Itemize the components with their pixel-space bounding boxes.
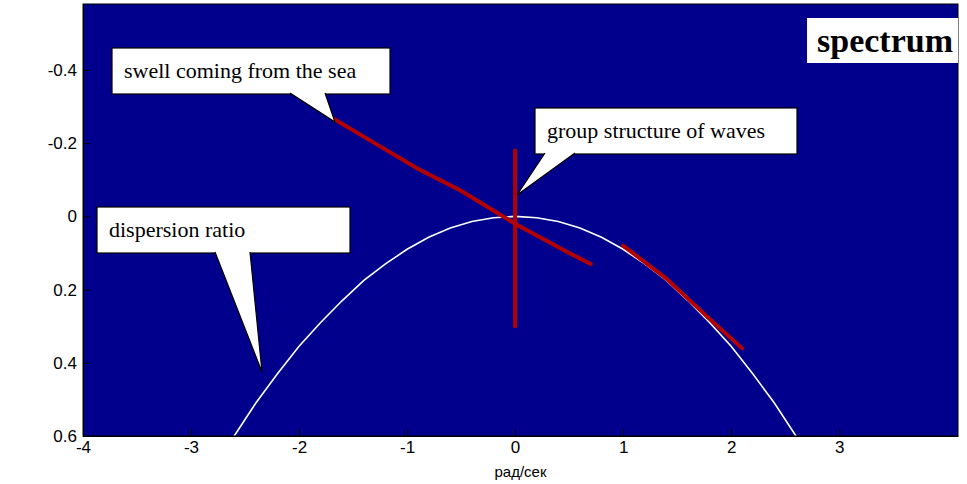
title: spectrum bbox=[817, 22, 953, 59]
callout-pointer bbox=[215, 252, 262, 372]
tick-label: -0.2 bbox=[48, 134, 77, 153]
tick-label: -3 bbox=[184, 438, 199, 457]
tick: -0.4 bbox=[48, 61, 90, 80]
tick-mark bbox=[407, 429, 408, 436]
tick-mark bbox=[83, 70, 90, 71]
tick: 0 bbox=[511, 429, 520, 457]
callout-box bbox=[535, 108, 797, 154]
tick-mark bbox=[83, 216, 90, 217]
tick-mark bbox=[623, 429, 624, 436]
tick-label: 1 bbox=[619, 438, 628, 457]
tick: -3 bbox=[184, 429, 199, 457]
callout: swell coming from the sea bbox=[112, 48, 390, 122]
chart: -4 -3 -2 -1 0 1 2 3 -0.4 -0.2 0 0.2 0.4 0.6 рад/сек spe… bbox=[0, 0, 967, 484]
tick-label: 0 bbox=[68, 207, 77, 226]
data-marks bbox=[234, 117, 796, 436]
tick: 0.2 bbox=[53, 280, 90, 299]
tick: -2 bbox=[292, 429, 307, 457]
callout-text: group structure of waves bbox=[547, 118, 765, 143]
callout-box bbox=[97, 207, 350, 253]
series-line bbox=[513, 150, 517, 326]
tick-mark bbox=[83, 290, 90, 291]
callout: group structure of waves bbox=[517, 108, 797, 195]
callout: dispersion ratio bbox=[97, 207, 350, 372]
tick: 0 bbox=[68, 207, 90, 226]
tick-mark bbox=[83, 143, 90, 144]
tick-label: 0 bbox=[511, 438, 520, 457]
tick: 3 bbox=[835, 429, 844, 457]
tick: 2 bbox=[727, 429, 736, 457]
tick-label: -4 bbox=[76, 438, 91, 457]
callout-pointer bbox=[517, 153, 575, 195]
tick-label: -2 bbox=[292, 438, 307, 457]
title-box: spectrum bbox=[807, 18, 958, 63]
tick-mark bbox=[299, 429, 300, 436]
tick-mark bbox=[83, 363, 90, 364]
callout-pointer bbox=[290, 93, 335, 122]
tick-label: 0.4 bbox=[53, 354, 77, 373]
tick: -1 bbox=[400, 429, 415, 457]
tick-mark bbox=[191, 429, 192, 436]
tick: -0.2 bbox=[48, 134, 90, 153]
tick: 1 bbox=[619, 429, 628, 457]
tick-mark bbox=[731, 429, 732, 436]
plot-frame bbox=[83, 4, 958, 436]
tick-label: 2 bbox=[727, 438, 736, 457]
callout-text: dispersion ratio bbox=[109, 217, 245, 242]
callout-box bbox=[112, 48, 390, 94]
tick-label: 0.2 bbox=[53, 280, 77, 299]
tick-label: -0.4 bbox=[48, 61, 77, 80]
tick-label: 0.6 bbox=[53, 427, 77, 446]
tick-label: 3 bbox=[835, 438, 844, 457]
tick: 0.4 bbox=[53, 354, 90, 373]
title-background bbox=[807, 18, 958, 63]
tick-mark bbox=[515, 429, 516, 436]
x-axis: -4 -3 -2 -1 0 1 2 3 bbox=[76, 429, 959, 457]
tick-mark bbox=[839, 429, 840, 436]
y-axis: -0.4 -0.2 0 0.2 0.4 0.6 bbox=[48, 5, 90, 446]
x-axis-title: рад/сек bbox=[494, 463, 546, 480]
callout-text: swell coming from the sea bbox=[124, 58, 356, 83]
tick-label: -1 bbox=[400, 438, 415, 457]
plot-background bbox=[83, 4, 958, 436]
